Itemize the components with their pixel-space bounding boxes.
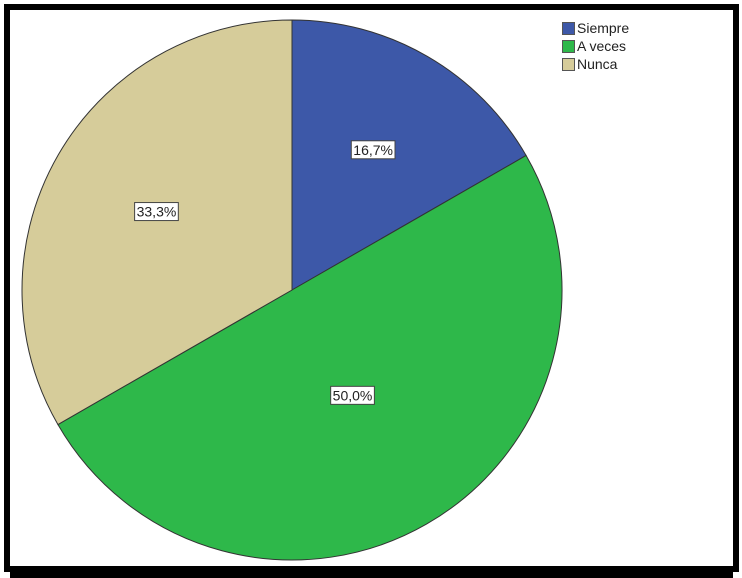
legend-item-siempre: Siempre: [562, 19, 629, 37]
data-label-box: [330, 385, 375, 405]
legend-swatch-siempre: [562, 21, 575, 35]
pie-slice-nunca: [21, 19, 293, 426]
legend-swatch-nunca: [562, 57, 575, 71]
data-label-text: 33,3%: [137, 204, 177, 220]
legend-item-nunca: Nunca: [562, 55, 629, 73]
data-label-text: 50,0%: [333, 387, 373, 403]
legend-label-nunca: Nunca: [577, 56, 618, 72]
pie-slice-siempre: [291, 19, 527, 291]
data-label-nunca: 33,3%: [134, 202, 179, 222]
data-label-box: [134, 202, 179, 222]
legend-item-a-veces: A veces: [562, 37, 629, 55]
pie-slice-a-veces: [57, 154, 563, 561]
legend-label-a-veces: A veces: [577, 38, 627, 54]
data-label-text: 16,7%: [353, 142, 393, 158]
legend-swatch-a-veces: [562, 39, 575, 53]
data-label-siempre: 16,7%: [350, 140, 396, 160]
data-label-box: [350, 140, 396, 160]
legend-label-siempre: Siempre: [577, 20, 630, 36]
legend: Siempre A veces Nunca: [562, 19, 629, 73]
data-label-a-veces: 50,0%: [330, 385, 375, 405]
